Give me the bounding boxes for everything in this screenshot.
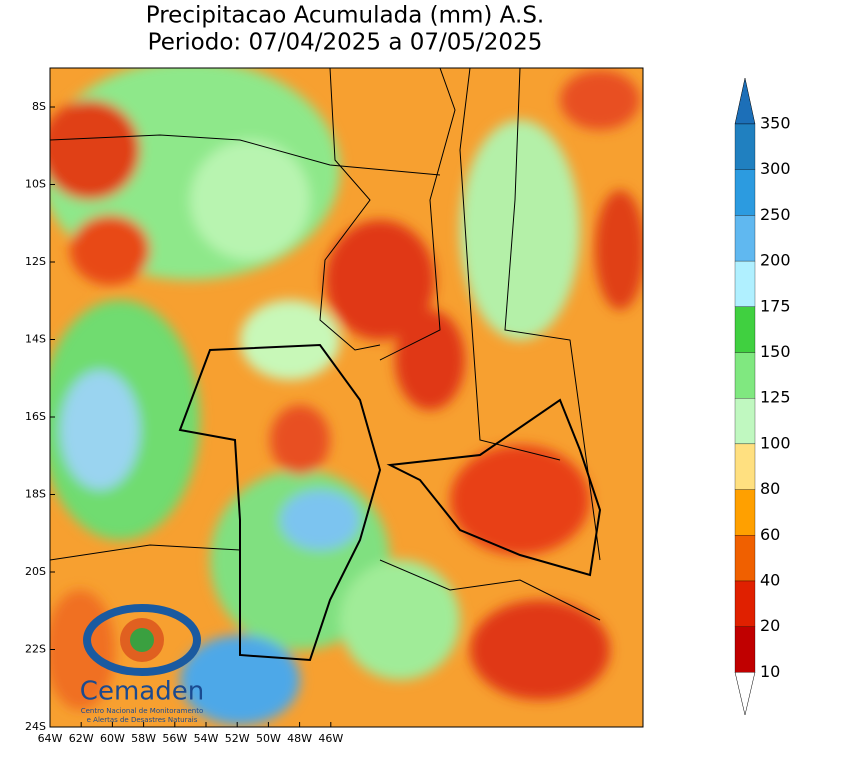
colorbar-swatch: [734, 260, 756, 307]
logo-tagline: Centro Nacional de Monitoramento: [81, 707, 204, 715]
lat-label: 18S: [25, 488, 46, 501]
colorbar-swatch: [734, 626, 756, 673]
colorbar-label: 300: [760, 159, 791, 178]
colorbar-swatch: [734, 306, 756, 353]
colorbar-label: 175: [760, 296, 791, 315]
lat-label: 12S: [25, 255, 46, 268]
lon-label: 50W: [256, 732, 281, 745]
lon-label: 64W: [38, 732, 63, 745]
lat-label: 10S: [25, 178, 46, 191]
colorbar-swatch: [734, 443, 756, 490]
colorbar-label: 150: [760, 342, 791, 361]
colorbar-label: 200: [760, 251, 791, 270]
lat-label: 20S: [25, 565, 46, 578]
state-borders: [50, 68, 602, 662]
logo-name: Cemaden: [80, 677, 204, 707]
colorbar-label: 125: [760, 388, 791, 407]
colorbar-label: 10: [760, 662, 780, 681]
lon-label: 56W: [162, 732, 187, 745]
colorbar-swatch: [734, 580, 756, 627]
colorbar-swatch: [734, 535, 756, 582]
colorbar-swatch: [734, 489, 756, 536]
lon-label: 54W: [194, 732, 219, 745]
lon-label: 60W: [100, 732, 125, 745]
colorbar-cap: [734, 77, 756, 125]
lat-label: 24S: [25, 720, 46, 733]
colorbar-swatch: [734, 123, 756, 170]
lon-label: 46W: [318, 732, 343, 745]
colorbar-label: 80: [760, 479, 780, 498]
lat-label: 8S: [32, 100, 46, 113]
lon-label: 62W: [69, 732, 94, 745]
precipitation-field: [50, 68, 643, 727]
colorbar-label: 40: [760, 571, 780, 590]
colorbar-label: 20: [760, 616, 780, 635]
colorbar-swatch: [734, 215, 756, 262]
map-frame: [49, 67, 644, 728]
lat-label: 14S: [25, 333, 46, 346]
logo-eye: [83, 604, 201, 676]
lat-label: 22S: [25, 643, 46, 656]
colorbar-label: 100: [760, 433, 791, 452]
map-ticks: 64W 62W 60W 58W 56W 54W 52W 50W 48W 46W 8S 10S 12S 14…: [25, 100, 343, 745]
logo: Cemaden Centro Nacional de Monitoramento…: [80, 604, 204, 724]
map-subtitle: Periodo: 07/04/2025 a 07/05/2025: [148, 30, 543, 56]
lon-label: 48W: [287, 732, 312, 745]
colorbar-label: 250: [760, 205, 791, 224]
colorbar-label: 350: [760, 114, 791, 133]
colorbar-swatch: [734, 398, 756, 445]
colorbar-label: 60: [760, 525, 780, 544]
colorbar-swatch: [734, 352, 756, 399]
colorbar-tail: [734, 671, 756, 716]
map-title: Precipitacao Acumulada (mm) A.S.: [146, 3, 544, 29]
lon-label: 58W: [131, 732, 156, 745]
lon-label: 52W: [225, 732, 250, 745]
logo-tagline: e Alertas de Desastres Naturais: [87, 716, 198, 724]
colorbar: 350 300 250 200 175 150 125 100 80 60 40 20 10: [734, 77, 791, 716]
lat-label: 16S: [25, 410, 46, 423]
logo-pupil: [130, 628, 154, 652]
colorbar-swatch: [734, 169, 756, 216]
